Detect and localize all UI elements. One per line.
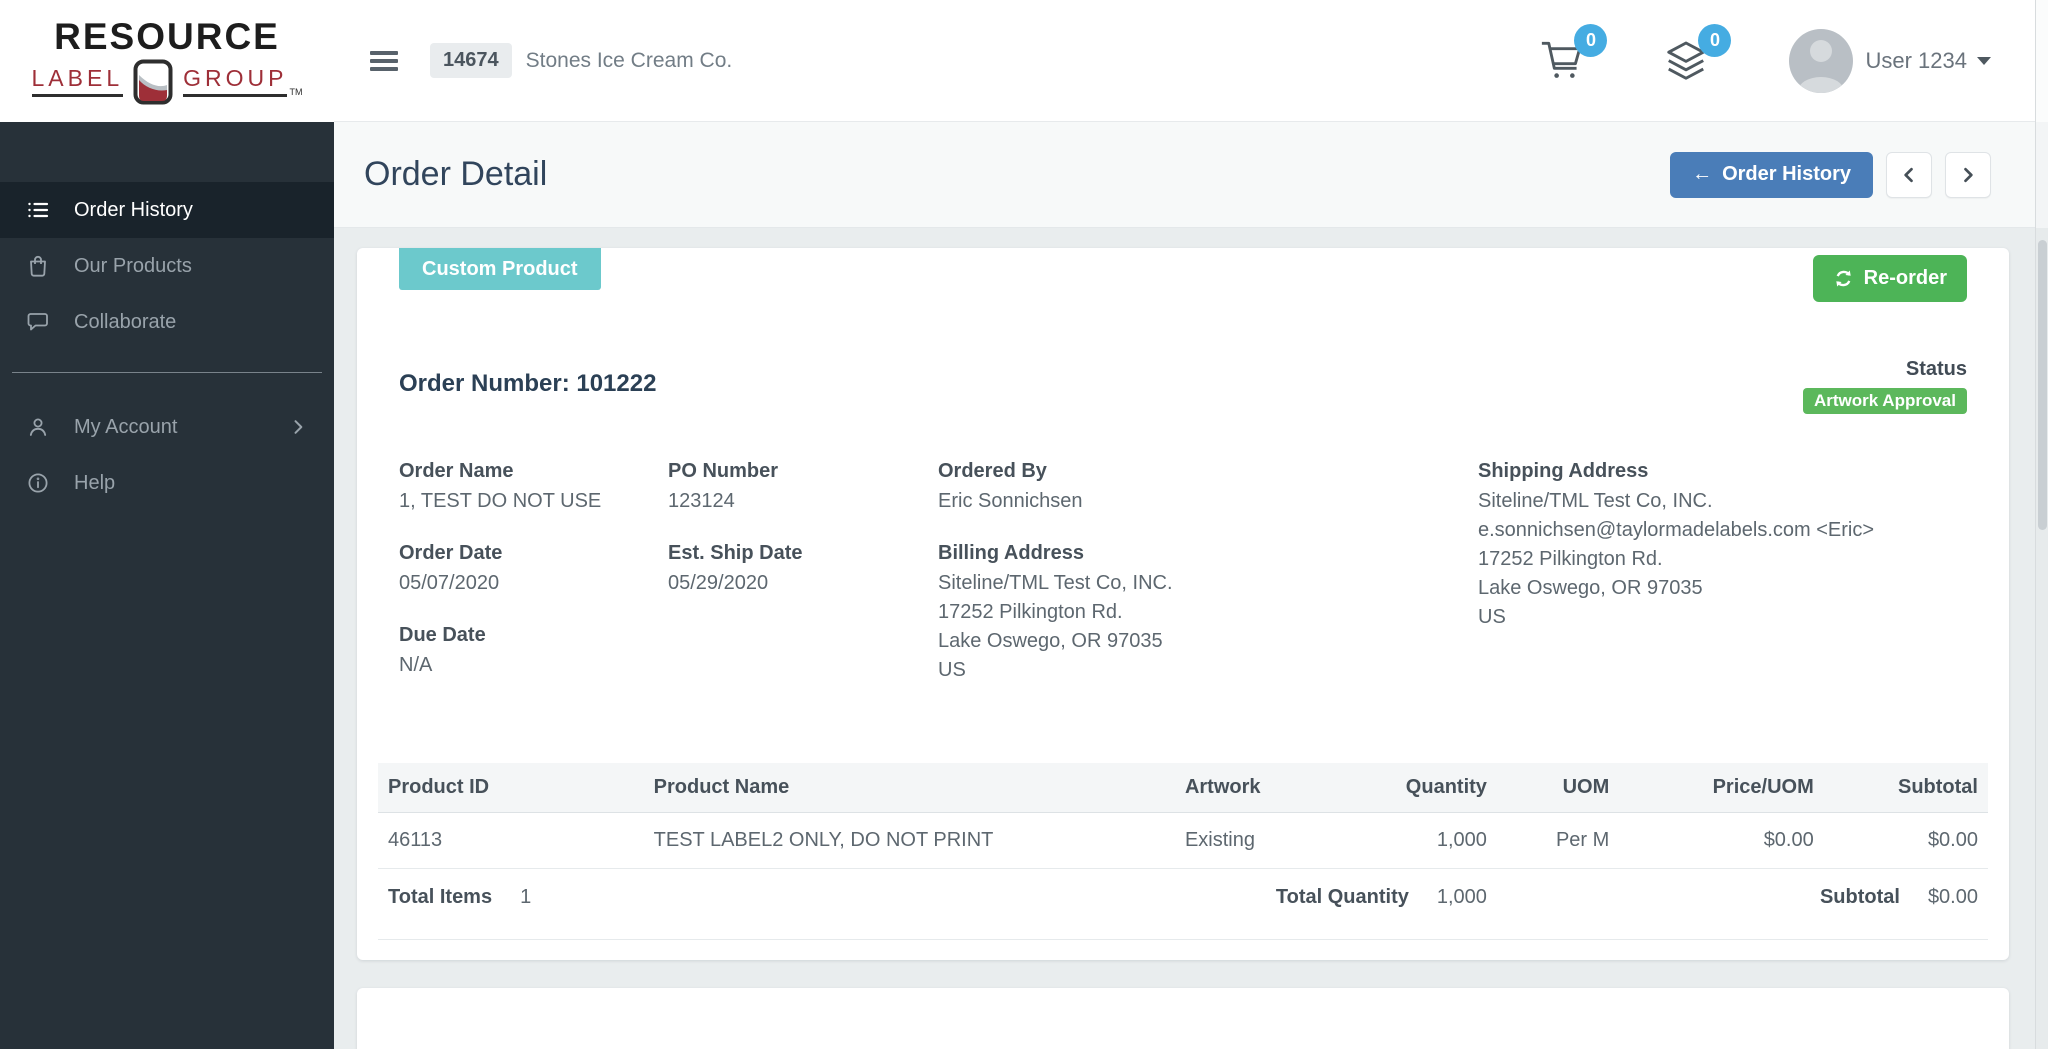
back-arrow-icon: ← [1692, 163, 1713, 185]
cart-button[interactable]: 0 [1539, 23, 1608, 84]
sidebar-item-label: Help [74, 471, 116, 494]
order-subtotal: Subtotal $0.00 [1619, 868, 1988, 940]
sidebar-nav: Order History Our Products Collabor [0, 182, 334, 511]
field-ordered-by: Ordered By Eric Sonnichsen [938, 460, 1083, 512]
menu-icon[interactable] [370, 47, 398, 75]
chevron-right-icon [288, 417, 308, 437]
field-po-number: PO Number 123124 [668, 460, 779, 512]
col-uom: UOM [1496, 763, 1620, 813]
sidebar-divider [12, 372, 322, 373]
sidebar-item-label: My Account [74, 415, 178, 438]
user-avatar[interactable] [1789, 28, 1854, 93]
field-billing-address: Billing Address Siteline/TML Test Co, IN… [938, 542, 1173, 681]
table-footer-row: Total Items 1 Total Quantity 1,000 Subtota… [378, 868, 1988, 940]
cell-artwork: Existing [1174, 812, 1353, 869]
main-column: 14674 Stones Ice Cream Co. 0 [334, 0, 2035, 1049]
caret-down-icon[interactable] [1977, 56, 1991, 65]
cell-product-id: 46113 [378, 812, 644, 869]
product-type-badge: Custom Product [399, 248, 601, 290]
order-detail-card: Custom Product [357, 248, 2009, 960]
stack-button[interactable]: 0 [1663, 23, 1732, 84]
total-quantity: Total Quantity 1,000 [1174, 868, 1497, 940]
cell-quantity: 1,000 [1352, 812, 1497, 869]
order-items-table: Product ID Product Name Artwork Quantity… [378, 763, 1988, 940]
field-shipping-address: Shipping Address Siteline/TML Test Co, I… [1478, 460, 1875, 628]
chevron-left-icon [1899, 165, 1919, 185]
next-order-button[interactable] [1945, 151, 1991, 198]
cell-uom: Per M [1496, 812, 1620, 869]
chat-bubble-icon [26, 309, 52, 335]
cell-price-uom: $0.00 [1619, 812, 1824, 869]
col-product-name: Product Name [643, 763, 1175, 813]
sidebar: RESOURCE LABEL GROUP [0, 0, 334, 1049]
brand-logo-lockup: RESOURCE LABEL GROUP [31, 15, 303, 105]
page-title: Order Detail [364, 155, 548, 193]
col-artwork: Artwork [1174, 763, 1353, 813]
sidebar-item-label: Our Products [74, 254, 192, 277]
cart-icon [1539, 38, 1585, 84]
stack-count-badge: 0 [1698, 23, 1732, 57]
user-menu-label[interactable]: User 1234 [1865, 47, 1967, 73]
reorder-button[interactable]: Re-order [1812, 255, 1967, 302]
chevron-right-icon [1958, 165, 1978, 185]
order-number: Order Number: 101222 [399, 370, 657, 397]
info-circle-icon [26, 470, 52, 496]
sidebar-item-my-account[interactable]: My Account [0, 399, 334, 455]
col-product-id: Product ID [378, 763, 644, 813]
order-fields: Order Name 1, TEST DO NOT USE Order Date… [357, 460, 2009, 711]
brand-name-top: RESOURCE [54, 15, 280, 57]
field-est-ship-date: Est. Ship Date 05/29/2020 [668, 542, 803, 594]
previous-order-button[interactable] [1886, 151, 1932, 198]
scrollbar-track[interactable] [2035, 0, 2048, 1049]
table-header-row: Product ID Product Name Artwork Quantity… [378, 763, 1988, 813]
status-label: Status [1905, 358, 1967, 380]
cart-count-badge: 0 [1574, 23, 1608, 57]
brand-name-group: GROUP [183, 66, 288, 97]
sidebar-item-help[interactable]: Help [0, 455, 334, 511]
content-area: Custom Product [334, 228, 2035, 1049]
layers-icon [1663, 38, 1709, 84]
col-subtotal: Subtotal [1823, 763, 1988, 813]
refresh-icon [1833, 268, 1854, 289]
brand-trademark: TM [289, 86, 303, 97]
brand-name-label: LABEL [31, 66, 124, 97]
cell-product-name: TEST LABEL2 ONLY, DO NOT PRINT [643, 812, 1175, 869]
scrollbar-thumb[interactable] [2038, 240, 2047, 530]
field-order-name: Order Name 1, TEST DO NOT USE [399, 460, 602, 512]
shopping-bag-icon [26, 253, 52, 279]
page-header: Order Detail ← Order History [334, 122, 2035, 228]
next-section-card [357, 988, 2009, 1049]
sidebar-item-collaborate[interactable]: Collaborate [0, 294, 334, 350]
topbar: 14674 Stones Ice Cream Co. 0 [334, 0, 2035, 122]
total-items: Total Items 1 [378, 868, 1175, 940]
sidebar-item-label: Collaborate [74, 310, 177, 333]
order-list-icon [26, 197, 52, 223]
back-to-order-history-button[interactable]: ← Order History [1670, 151, 1873, 198]
sidebar-item-order-history[interactable]: Order History [0, 182, 334, 238]
brand-shield-icon [133, 59, 173, 105]
sidebar-item-our-products[interactable]: Our Products [0, 238, 334, 294]
person-icon [26, 414, 52, 440]
brand-logo[interactable]: RESOURCE LABEL GROUP [0, 0, 334, 122]
customer-name: Stones Ice Cream Co. [525, 48, 733, 72]
cell-subtotal: $0.00 [1823, 812, 1988, 869]
sidebar-item-label: Order History [74, 198, 193, 221]
col-quantity: Quantity [1352, 763, 1497, 813]
col-price-uom: Price/UOM [1619, 763, 1824, 813]
table-row[interactable]: 46113 TEST LABEL2 ONLY, DO NOT PRINT Exi… [378, 812, 1988, 869]
field-due-date: Due Date N/A [399, 624, 486, 676]
field-order-date: Order Date 05/07/2020 [399, 542, 503, 594]
customer-code-badge: 14674 [430, 43, 512, 78]
status-badge: Artwork Approval [1802, 388, 1967, 414]
